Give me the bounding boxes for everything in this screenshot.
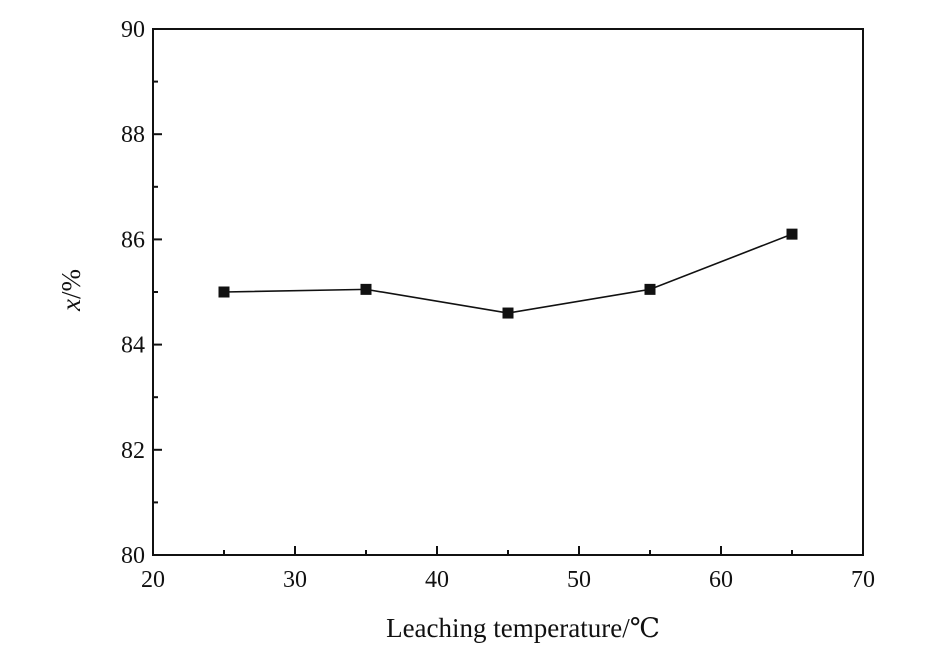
plot-frame — [152, 28, 864, 556]
data-point-square — [218, 286, 230, 298]
x-tick-label: 30 — [283, 567, 307, 593]
x-tick-label: 50 — [567, 567, 591, 593]
x-tick-label: 70 — [851, 567, 875, 593]
x-axis-label: Leaching temperature/℃ — [386, 613, 660, 643]
y-tick-label: 84 — [121, 333, 145, 359]
data-point-square — [644, 283, 656, 295]
y-axis-label-variable: x — [56, 299, 86, 312]
y-axis-label-unit: /% — [56, 269, 86, 299]
y-tick-label: 90 — [121, 17, 145, 43]
data-point-square — [502, 307, 514, 319]
y-tick-label: 86 — [121, 227, 145, 253]
data-point-square — [786, 228, 798, 240]
y-axis-label: x/% — [56, 269, 86, 312]
data-point-square — [360, 283, 372, 295]
y-tick-label: 82 — [121, 438, 145, 464]
series-layer — [218, 228, 798, 319]
tick-labels: 20 30 40 50 60 70 80 82 84 86 88 90 — [121, 17, 875, 593]
series-line — [223, 233, 793, 314]
y-tick-label: 80 — [121, 543, 145, 569]
x-tick-label: 40 — [425, 567, 449, 593]
x-tick-label: 20 — [141, 567, 165, 593]
y-tick-label: 88 — [121, 122, 145, 148]
x-tick-label: 60 — [709, 567, 733, 593]
